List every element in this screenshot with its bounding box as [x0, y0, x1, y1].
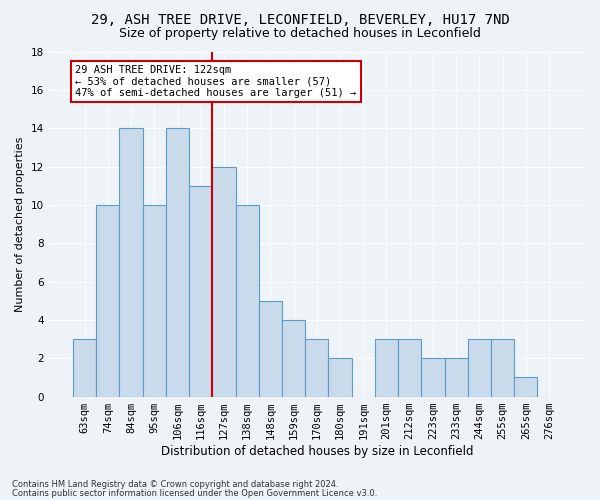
- Text: 29, ASH TREE DRIVE, LECONFIELD, BEVERLEY, HU17 7ND: 29, ASH TREE DRIVE, LECONFIELD, BEVERLEY…: [91, 12, 509, 26]
- Bar: [305, 339, 328, 396]
- Text: Contains public sector information licensed under the Open Government Licence v3: Contains public sector information licen…: [12, 489, 377, 498]
- Bar: [468, 339, 491, 396]
- Bar: [421, 358, 445, 397]
- Bar: [236, 205, 259, 396]
- Bar: [212, 166, 236, 396]
- Bar: [375, 339, 398, 396]
- Bar: [282, 320, 305, 396]
- Bar: [189, 186, 212, 396]
- Text: Contains HM Land Registry data © Crown copyright and database right 2024.: Contains HM Land Registry data © Crown c…: [12, 480, 338, 489]
- Bar: [514, 378, 538, 396]
- Bar: [445, 358, 468, 397]
- X-axis label: Distribution of detached houses by size in Leconfield: Distribution of detached houses by size …: [161, 444, 473, 458]
- Bar: [96, 205, 119, 396]
- Y-axis label: Number of detached properties: Number of detached properties: [15, 136, 25, 312]
- Text: Size of property relative to detached houses in Leconfield: Size of property relative to detached ho…: [119, 28, 481, 40]
- Bar: [259, 300, 282, 396]
- Bar: [73, 339, 96, 396]
- Bar: [328, 358, 352, 397]
- Bar: [166, 128, 189, 396]
- Bar: [143, 205, 166, 396]
- Text: 29 ASH TREE DRIVE: 122sqm
← 53% of detached houses are smaller (57)
47% of semi-: 29 ASH TREE DRIVE: 122sqm ← 53% of detac…: [76, 65, 356, 98]
- Bar: [119, 128, 143, 396]
- Bar: [491, 339, 514, 396]
- Bar: [398, 339, 421, 396]
